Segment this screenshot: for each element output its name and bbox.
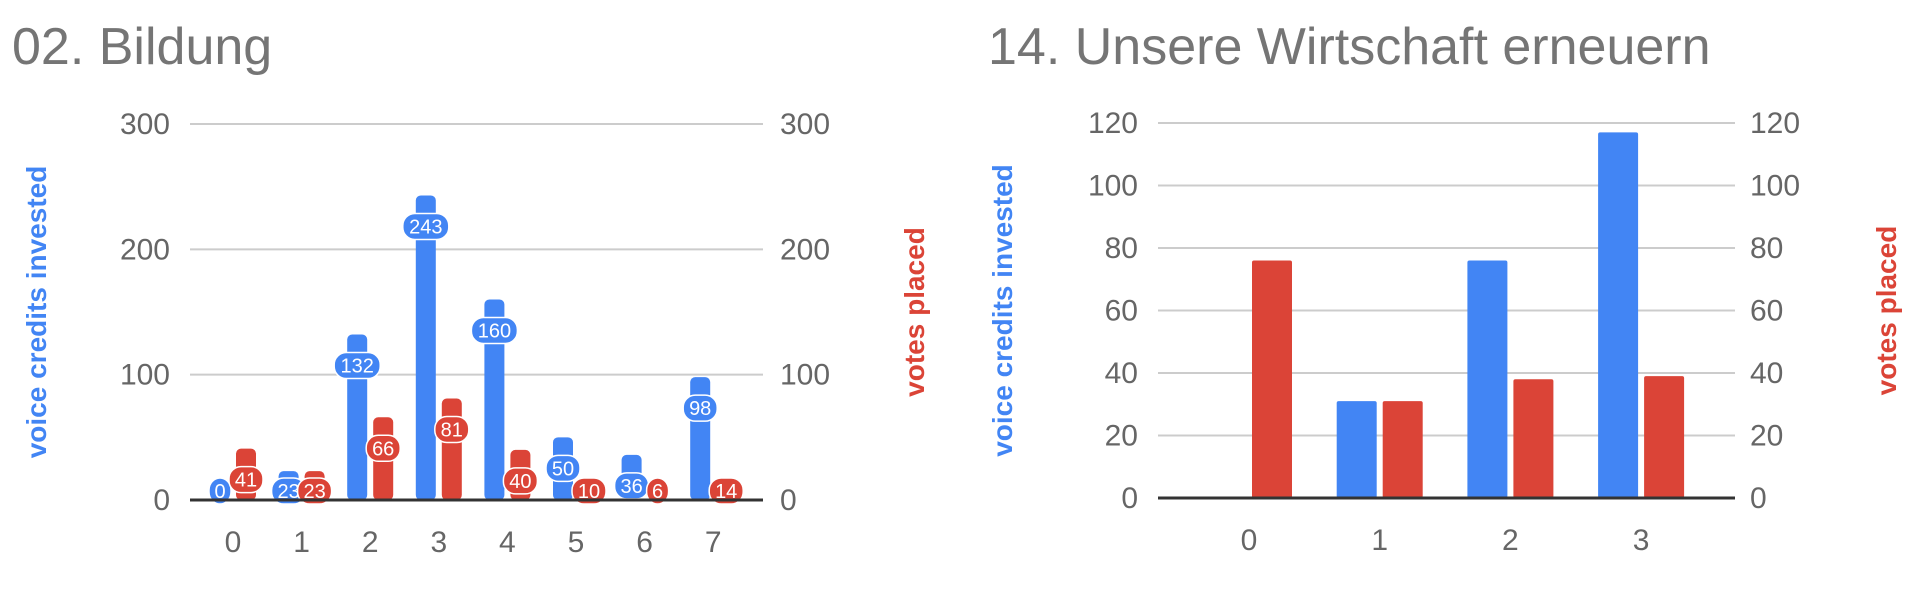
bar-votes bbox=[1382, 401, 1423, 498]
x-tick-label: 0 bbox=[1241, 524, 1258, 557]
x-tick-label: 5 bbox=[568, 526, 585, 559]
data-label: 40 bbox=[509, 471, 531, 493]
bar-voice-credits bbox=[1467, 260, 1508, 498]
chart-title: 14. Unsere Wirtschaft erneuern bbox=[988, 18, 1711, 76]
y-tick-label-right: 60 bbox=[1750, 295, 1783, 328]
bar-voice-credits bbox=[1598, 132, 1639, 498]
bar-votes bbox=[1252, 260, 1292, 498]
y-axis-title-right: votes placed bbox=[899, 227, 930, 397]
data-label: 23 bbox=[303, 481, 325, 503]
chart-title: 02. Bildung bbox=[12, 18, 272, 76]
y-tick-label-left: 100 bbox=[120, 359, 170, 392]
x-tick-label: 7 bbox=[705, 526, 722, 559]
y-tick-label-right: 80 bbox=[1750, 232, 1783, 265]
x-tick-label: 3 bbox=[430, 526, 447, 559]
x-tick-label: 6 bbox=[636, 526, 653, 559]
data-label: 243 bbox=[409, 216, 442, 238]
bar-voice-credits bbox=[484, 299, 505, 500]
data-label: 98 bbox=[689, 398, 711, 420]
bar-votes bbox=[1513, 379, 1554, 498]
y-tick-label-right: 300 bbox=[780, 108, 830, 141]
x-tick-label: 3 bbox=[1633, 524, 1650, 557]
bar-voice-credits bbox=[1336, 401, 1377, 498]
y-tick-label-right: 100 bbox=[1750, 170, 1800, 203]
y-tick-label-left: 0 bbox=[153, 484, 170, 517]
y-tick-label-right: 120 bbox=[1750, 107, 1800, 140]
x-tick-label: 2 bbox=[362, 526, 379, 559]
data-label: 14 bbox=[715, 481, 737, 503]
y-tick-label-left: 120 bbox=[1088, 107, 1138, 140]
x-tick-label: 0 bbox=[225, 526, 242, 559]
data-label: 6 bbox=[652, 481, 663, 503]
y-tick-label-right: 40 bbox=[1750, 357, 1783, 390]
data-label-bg bbox=[365, 434, 401, 463]
y-tick-label-right: 20 bbox=[1750, 420, 1783, 453]
bar-votes bbox=[441, 398, 462, 500]
data-label-bg bbox=[333, 351, 381, 380]
y-tick-label-left: 200 bbox=[120, 233, 170, 266]
data-label-bg bbox=[571, 477, 607, 505]
y-tick-label-left: 60 bbox=[1105, 295, 1138, 328]
x-tick-label: 2 bbox=[1502, 524, 1519, 557]
y-tick-label-left: 40 bbox=[1105, 357, 1138, 390]
data-label-bg bbox=[434, 415, 470, 444]
y-tick-label-left: 100 bbox=[1088, 170, 1138, 203]
data-label-bg bbox=[682, 394, 718, 422]
x-tick-label: 1 bbox=[293, 526, 310, 559]
y-tick-label-left: 80 bbox=[1105, 232, 1138, 265]
x-tick-label: 1 bbox=[1371, 524, 1388, 557]
data-label: 10 bbox=[578, 481, 600, 503]
data-label: 160 bbox=[478, 320, 511, 342]
y-axis-title-left: voice credits invested bbox=[987, 164, 1018, 457]
data-label-bg bbox=[545, 454, 581, 483]
data-label: 23 bbox=[277, 481, 299, 503]
data-label: 50 bbox=[552, 458, 574, 480]
data-label: 41 bbox=[235, 470, 257, 492]
data-label: 66 bbox=[372, 438, 394, 460]
data-label: 81 bbox=[441, 419, 463, 441]
data-label-bg bbox=[228, 465, 264, 494]
y-axis-title-right: votes placed bbox=[1871, 226, 1902, 396]
y-tick-label-right: 100 bbox=[780, 359, 830, 392]
data-label-bg bbox=[402, 212, 450, 241]
y-tick-label-left: 300 bbox=[120, 108, 170, 141]
bar-voice-credits bbox=[415, 195, 436, 500]
data-label-bg bbox=[296, 477, 333, 505]
y-tick-label-left: 0 bbox=[1121, 482, 1138, 515]
bar-votes bbox=[1644, 376, 1685, 498]
x-tick-label: 4 bbox=[499, 526, 516, 559]
data-label-bg bbox=[708, 477, 744, 505]
y-tick-label-right: 0 bbox=[780, 484, 797, 517]
data-label: 0 bbox=[214, 481, 225, 503]
data-label-bg bbox=[470, 316, 519, 345]
y-axis-title-left: voice credits invested bbox=[21, 166, 52, 459]
y-tick-label-left: 20 bbox=[1105, 420, 1138, 453]
data-label-bg bbox=[645, 477, 670, 505]
data-label: 36 bbox=[620, 476, 642, 498]
data-label: 132 bbox=[341, 356, 374, 378]
data-label-bg bbox=[208, 477, 232, 505]
y-tick-label-right: 200 bbox=[780, 233, 830, 266]
data-label-bg bbox=[502, 467, 539, 495]
y-tick-label-right: 0 bbox=[1750, 482, 1767, 515]
